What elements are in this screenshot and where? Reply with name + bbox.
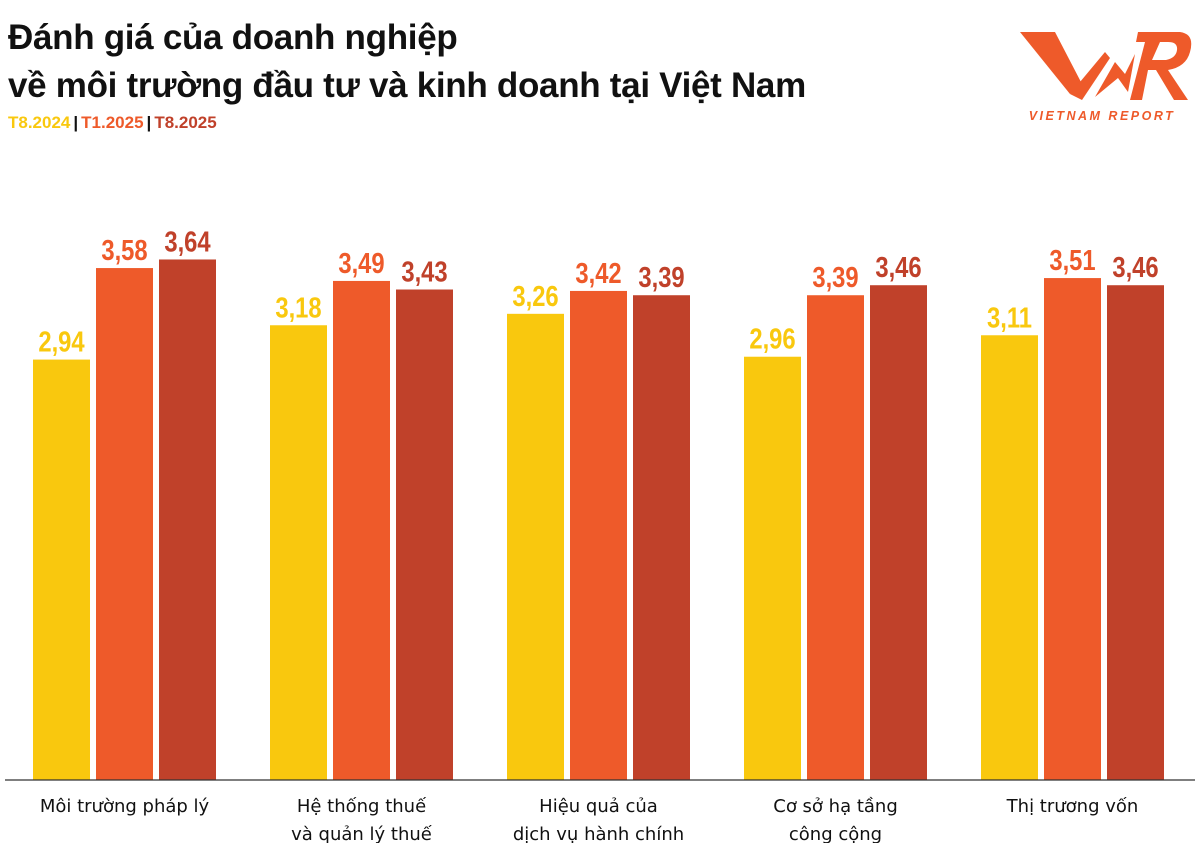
data-label: 3,64	[164, 225, 210, 258]
bar	[633, 295, 690, 780]
bar	[96, 268, 153, 780]
title-line-2: về môi trường đầu tư và kinh doanh tại V…	[8, 66, 806, 105]
data-label: 3,11	[987, 301, 1032, 334]
legend: T8.2024 | T1.2025 | T8.2025	[8, 113, 217, 132]
legend-item-t1-2025: T1.2025	[81, 113, 144, 132]
legend-item-t8-2025: T8.2025	[154, 113, 217, 132]
category-label: Môi trường pháp lý	[40, 796, 210, 817]
data-label: 3,39	[638, 261, 684, 294]
data-label: 2,96	[749, 322, 795, 355]
bar	[333, 280, 390, 780]
category-label: dịch vụ hành chính	[513, 824, 684, 843]
chart-title: Đánh giá của doanh nghiệp về môi trường …	[8, 14, 806, 110]
data-label: 3,49	[338, 247, 384, 280]
category-label: Hệ thống thuế	[297, 796, 427, 817]
bar	[1107, 285, 1164, 780]
category-label: Hiệu quả của	[539, 796, 658, 817]
bar	[981, 335, 1038, 780]
bar	[807, 295, 864, 780]
data-label: 3,43	[401, 255, 447, 288]
bar	[507, 313, 564, 780]
bar	[744, 356, 801, 780]
bar	[396, 289, 453, 780]
data-label: 3,18	[275, 291, 321, 324]
category-label: và quản lý thuế	[291, 824, 433, 843]
category-label: công cộng	[789, 824, 882, 843]
data-label: 3,46	[1112, 251, 1158, 284]
data-label: 2,94	[38, 325, 84, 358]
category-label: Thị trương vốn	[1006, 796, 1139, 817]
data-label: 3,26	[512, 280, 558, 313]
bar	[159, 259, 216, 781]
bar	[270, 325, 327, 780]
title-line-1: Đánh giá của doanh nghiệp	[8, 18, 458, 57]
category-label: Cơ sở hạ tầng	[773, 796, 898, 817]
bar	[1044, 278, 1101, 780]
legend-item-t8-2024: T8.2024	[8, 113, 71, 132]
bar	[570, 290, 627, 780]
data-label: 3,42	[575, 257, 621, 290]
bar	[870, 285, 927, 780]
data-label: 3,46	[875, 251, 921, 284]
logo-text: VIETNAM REPORT	[1029, 109, 1176, 123]
data-label: 3,51	[1049, 244, 1095, 277]
vnr-logo: VIETNAM REPORT	[1010, 12, 1195, 127]
data-label: 3,58	[101, 234, 147, 267]
data-label: 3,39	[812, 261, 858, 294]
bar	[33, 359, 90, 780]
